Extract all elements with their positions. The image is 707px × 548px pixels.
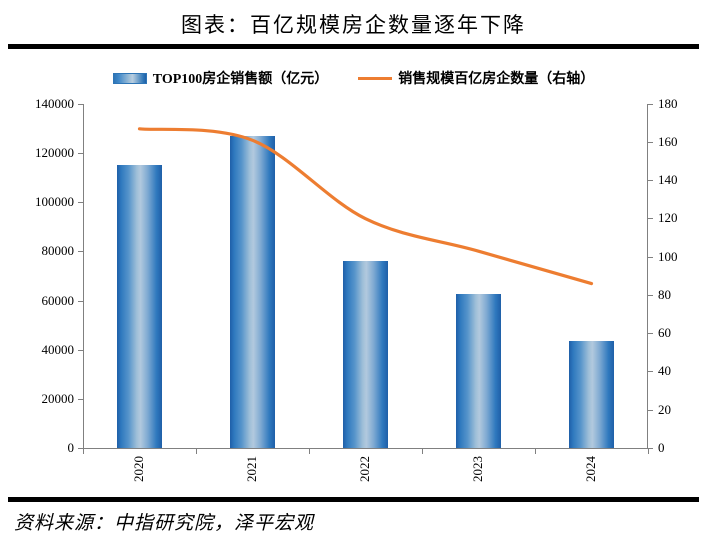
bar-2023 [456, 294, 501, 448]
x-axis-tick [196, 449, 197, 454]
y-right-label: 80 [658, 287, 671, 302]
bar-2020 [117, 165, 162, 448]
x-axis-tick [648, 449, 649, 454]
plot-area: 140000 120000 100000 80000 60000 40000 2… [0, 94, 707, 494]
x-axis-line [83, 448, 648, 449]
y-right-label: 0 [658, 440, 665, 455]
y-left-tick [78, 202, 83, 203]
y-right-tick [648, 142, 653, 143]
y-right-tick [648, 333, 653, 334]
y-left-label: 0 [67, 440, 75, 455]
bar-2021 [230, 135, 275, 448]
y-left-label: 80000 [41, 243, 75, 258]
title-divider [8, 44, 699, 49]
y-left-tick [78, 350, 83, 351]
x-axis-label-2024: 2024 [583, 456, 598, 482]
legend-item-line: 销售规模百亿房企数量（右轴） [358, 68, 594, 88]
y-right-label: 120 [658, 210, 678, 225]
y-left-label: 100000 [35, 194, 74, 209]
legend-item-bars: TOP100房企销售额（亿元） [112, 68, 329, 88]
chart-title-block: 图表：百亿规模房企数量逐年下降 [0, 0, 707, 48]
chart-legend: TOP100房企销售额（亿元） 销售规模百亿房企数量（右轴） [0, 62, 707, 94]
y-right-tick [648, 218, 653, 219]
y-right-label: 20 [658, 402, 671, 417]
legend-label-line: 销售规模百亿房企数量（右轴） [398, 72, 595, 87]
legend-line-swatch-icon [358, 76, 393, 80]
x-axis-tick [83, 449, 84, 454]
y-left-tick [78, 104, 83, 105]
y-left-tick [78, 448, 83, 449]
x-axis-label-2022: 2022 [357, 456, 372, 482]
x-axis-tick [422, 449, 423, 454]
legend-label-bars: TOP100房企销售额（亿元） [152, 72, 329, 87]
x-axis-tick [309, 449, 310, 454]
y-left-label: 40000 [41, 342, 75, 357]
y-left-tick [78, 399, 83, 400]
y-right-tick [648, 410, 653, 411]
y-left-label: 140000 [35, 96, 74, 111]
y-right-label: 60 [658, 325, 671, 340]
y-right-tick [648, 448, 653, 449]
y-left-tick [78, 251, 83, 252]
x-axis-label-2021: 2021 [244, 456, 259, 482]
y-right-label: 40 [658, 363, 671, 378]
y-left-tick [78, 153, 83, 154]
y-right-tick [648, 104, 653, 105]
y-left-label: 60000 [41, 293, 75, 308]
y-right-label: 180 [658, 96, 678, 111]
source-note: 资料来源：中指研究院，泽平宏观 [14, 513, 315, 534]
y-right-label: 100 [658, 249, 678, 264]
x-axis-label-2023: 2023 [470, 456, 485, 482]
page-title: 图表：百亿规模房企数量逐年下降 [181, 13, 526, 37]
footer-divider [8, 497, 699, 502]
y-right-tick [648, 295, 653, 296]
bar-2022 [343, 261, 388, 448]
y-right-label: 140 [658, 172, 678, 187]
y-left-label: 20000 [41, 391, 75, 406]
y-axis-left-line [83, 104, 84, 448]
y-left-tick [78, 301, 83, 302]
x-axis-label-2020: 2020 [131, 456, 146, 482]
y-right-tick [648, 257, 653, 258]
y-left-label: 120000 [35, 145, 74, 160]
y-right-label: 160 [658, 134, 678, 149]
x-axis-tick [535, 449, 536, 454]
y-right-tick [648, 180, 653, 181]
legend-bar-swatch-icon [112, 72, 147, 84]
y-axis-right-line [647, 104, 648, 448]
bar-2024 [569, 341, 614, 448]
y-right-tick [648, 371, 653, 372]
